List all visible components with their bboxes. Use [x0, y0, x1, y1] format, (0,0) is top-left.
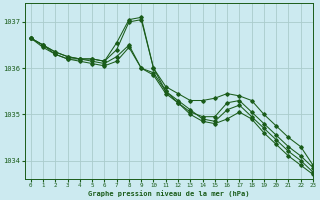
X-axis label: Graphe pression niveau de la mer (hPa): Graphe pression niveau de la mer (hPa) — [88, 190, 250, 197]
